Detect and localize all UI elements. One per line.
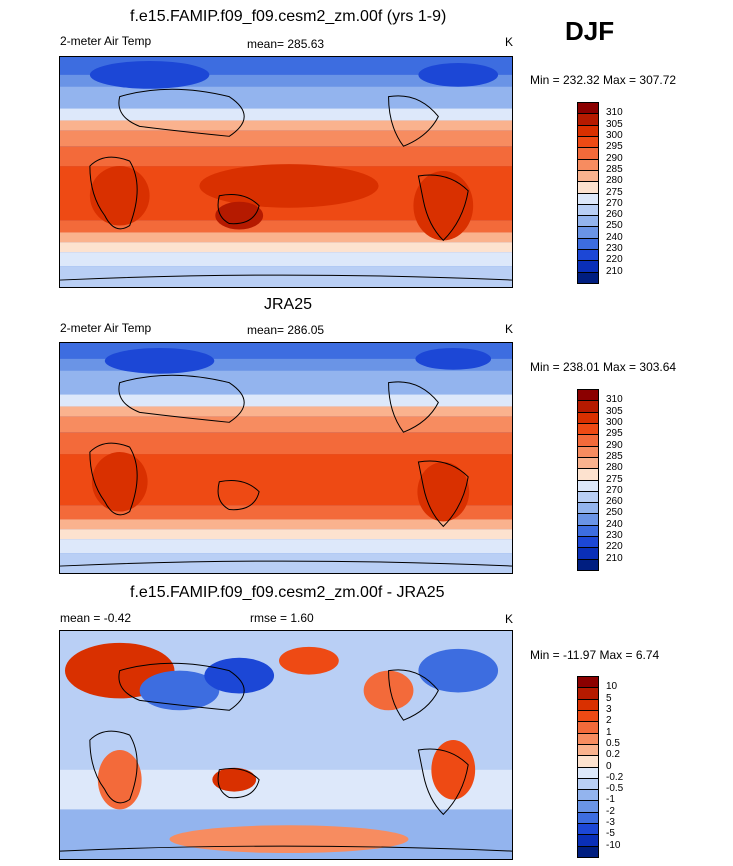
panel-3-colorbar: 10 5 3 2 1 0.5 0.2 0 -0.2 -0.5 -1 -2 -3 -5 -10 xyxy=(577,676,623,858)
panel-1-mean-label: mean= 285.63 xyxy=(247,37,325,51)
panel-1-variable-label: 2-meter Air Temp xyxy=(60,34,152,48)
panel-3-map-plot xyxy=(60,631,512,859)
colorbar-tick-label: 285 xyxy=(606,450,623,462)
colorbar-swatch xyxy=(577,558,599,571)
panel-1-title: f.e15.FAMIP.f09_f09.cesm2_zm.00f (yrs 1-… xyxy=(130,8,447,25)
colorbar-tick-label: 295 xyxy=(606,141,623,153)
panel-3-rmse-label: rmse = 1.60 xyxy=(250,611,314,625)
panel-2-map-plot xyxy=(60,343,512,573)
colorbar-tick-label: 260 xyxy=(606,209,623,221)
panel-3-map xyxy=(59,630,513,860)
panel-1-units-label: K xyxy=(505,35,514,49)
colorbar-tick-label: 0.2 xyxy=(606,749,620,761)
colorbar-tick-label: 270 xyxy=(606,197,623,209)
colorbar-tick-label: 260 xyxy=(606,496,623,508)
panel-3-minmax-label: Min = -11.97 Max = 6.74 xyxy=(530,648,660,662)
panel-3-title: f.e15.FAMIP.f09_f09.cesm2_zm.00f - JRA25 xyxy=(130,584,445,601)
colorbar-tick-label: 2 xyxy=(606,715,612,727)
colorbar-swatch xyxy=(577,845,599,858)
colorbar-tick-label: 305 xyxy=(606,405,623,417)
panel-1-colorbar: 310 305 300 295 290 285 280 275 270 260 250 240 230 2… xyxy=(577,102,623,284)
colorbar-tick-label: 1 xyxy=(606,726,612,738)
colorbar-tick-label: 230 xyxy=(606,243,623,255)
colorbar-tick-label: 275 xyxy=(606,473,623,485)
colorbar-tick-label: 295 xyxy=(606,428,623,440)
colorbar-tick-label: -1 xyxy=(606,794,615,806)
colorbar-tick-label: 220 xyxy=(606,541,623,553)
colorbar-tick-label: 290 xyxy=(606,152,623,164)
panel-2-variable-label: 2-meter Air Temp xyxy=(60,321,152,335)
colorbar-tick-label: 305 xyxy=(606,118,623,130)
colorbar-tick-label: 300 xyxy=(606,416,623,428)
colorbar-tick-label: -0.5 xyxy=(606,783,624,795)
panel-2-map xyxy=(59,342,513,574)
colorbar-tick-label: 275 xyxy=(606,186,623,198)
colorbar-tick-label: 270 xyxy=(606,484,623,496)
colorbar-tick-label: 280 xyxy=(606,462,623,474)
colorbar-tick-label: 240 xyxy=(606,231,623,243)
colorbar-tick-label: 3 xyxy=(606,703,612,715)
colorbar-tick-label: 285 xyxy=(606,163,623,175)
colorbar-tick-label: -0.2 xyxy=(606,771,624,783)
colorbar-tick-label: -5 xyxy=(606,828,615,840)
panel-1-minmax-label: Min = 232.32 Max = 307.72 xyxy=(530,73,677,87)
colorbar-tick-label: 280 xyxy=(606,175,623,187)
colorbar-tick-label: -2 xyxy=(606,805,615,817)
colorbar-tick-label: 300 xyxy=(606,129,623,141)
colorbar-tick-label: 290 xyxy=(606,439,623,451)
colorbar-tick-label: 230 xyxy=(606,530,623,542)
panel-2-minmax-label: Min = 238.01 Max = 303.64 xyxy=(530,360,677,374)
colorbar-tick-label: 310 xyxy=(606,107,623,119)
panel-2-title: JRA25 xyxy=(264,296,313,313)
colorbar-tick-label: 240 xyxy=(606,518,623,530)
colorbar-swatch xyxy=(577,271,599,284)
colorbar-tick-label: 210 xyxy=(606,265,623,277)
colorbar-tick-label: -10 xyxy=(606,839,621,851)
colorbar-tick-label: 5 xyxy=(606,692,612,704)
panel-1-map-plot xyxy=(60,57,512,287)
season-label: DJF xyxy=(565,16,615,46)
panel-3-units-label: K xyxy=(505,612,514,626)
colorbar-tick-label: 220 xyxy=(606,254,623,266)
panel-2-units-label: K xyxy=(505,322,514,336)
colorbar-tick-label: -3 xyxy=(606,817,615,829)
colorbar-tick-label: 310 xyxy=(606,394,623,406)
colorbar-tick-label: 10 xyxy=(606,681,618,693)
colorbar-tick-label: 250 xyxy=(606,220,623,232)
colorbar-tick-label: 0.5 xyxy=(606,737,620,749)
colorbar-tick-label: 250 xyxy=(606,507,623,519)
panel-2-colorbar: 310 305 300 295 290 285 280 275 270 260 250 240 230 2… xyxy=(577,389,623,571)
colorbar-tick-label: 0 xyxy=(606,760,612,772)
panel-2-mean-label: mean= 286.05 xyxy=(247,323,325,337)
colorbar-tick-label: 210 xyxy=(606,552,623,564)
panel-1-map xyxy=(59,56,513,288)
panel-3-mean-label: mean = -0.42 xyxy=(60,611,132,625)
